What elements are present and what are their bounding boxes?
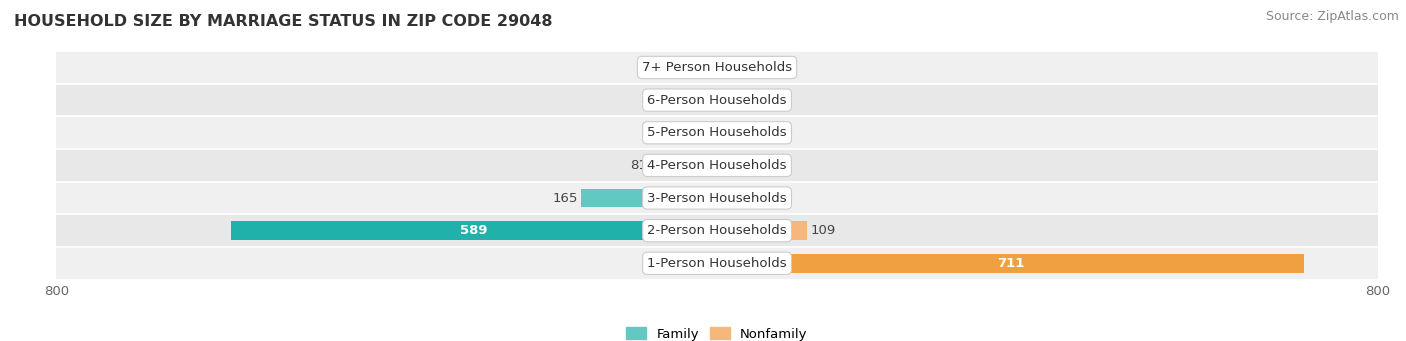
Bar [717, 221, 807, 240]
Bar [56, 84, 1378, 116]
Bar [717, 58, 733, 77]
Text: 81: 81 [630, 159, 647, 172]
Text: 109: 109 [810, 224, 835, 237]
Bar [56, 51, 1378, 84]
Text: 7+ Person Households: 7+ Person Households [643, 61, 792, 74]
Text: 2-Person Households: 2-Person Households [647, 224, 787, 237]
Bar [650, 156, 717, 175]
Text: 165: 165 [553, 192, 578, 205]
Text: 0: 0 [735, 94, 744, 107]
Text: 711: 711 [997, 257, 1025, 270]
Text: HOUSEHOLD SIZE BY MARRIAGE STATUS IN ZIP CODE 29048: HOUSEHOLD SIZE BY MARRIAGE STATUS IN ZIP… [14, 14, 553, 29]
Text: 61: 61 [647, 94, 664, 107]
Legend: Family, Nonfamily: Family, Nonfamily [621, 322, 813, 341]
Text: 18: 18 [735, 61, 752, 74]
Text: 0: 0 [735, 159, 744, 172]
Text: 1-Person Households: 1-Person Households [647, 257, 787, 270]
Bar [682, 123, 717, 142]
Bar [231, 221, 717, 240]
Text: 43: 43 [661, 126, 678, 139]
Bar [56, 182, 1378, 214]
Text: 0: 0 [735, 192, 744, 205]
Text: 0: 0 [735, 126, 744, 139]
Bar [717, 189, 733, 207]
Text: 589: 589 [460, 224, 488, 237]
Bar [717, 156, 733, 175]
Bar [717, 123, 733, 142]
Bar [666, 91, 717, 109]
Text: 3-Person Households: 3-Person Households [647, 192, 787, 205]
Text: 4-Person Households: 4-Person Households [647, 159, 787, 172]
Bar [56, 214, 1378, 247]
Bar [56, 149, 1378, 182]
Text: 5-Person Households: 5-Person Households [647, 126, 787, 139]
Text: 62: 62 [645, 61, 662, 74]
Bar [717, 91, 733, 109]
Bar [56, 247, 1378, 280]
Bar [581, 189, 717, 207]
Text: Source: ZipAtlas.com: Source: ZipAtlas.com [1265, 10, 1399, 23]
Bar [666, 58, 717, 77]
Bar [717, 254, 1305, 273]
Bar [702, 254, 717, 273]
Text: 6-Person Households: 6-Person Households [647, 94, 787, 107]
Bar [56, 116, 1378, 149]
